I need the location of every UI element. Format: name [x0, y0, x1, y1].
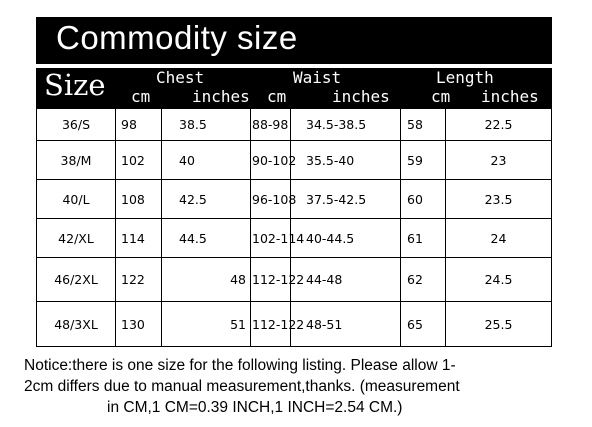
size-chart-table: Size Chest Waist Length cm inches cm inc… [36, 68, 552, 347]
cell-chest-inches: 44.5 [162, 219, 251, 257]
header-chest: Chest [156, 68, 205, 87]
cell-waist-inches: 37.5-42.5 [291, 180, 401, 218]
cell-length-inches: 22.5 [484, 117, 513, 132]
cell-waist-inches: 34.5-38.5 [291, 109, 401, 140]
cell-length-cm: 61 [401, 219, 446, 257]
cell-waist-inches: 48-51 [291, 302, 401, 346]
header-size: Size [44, 68, 106, 102]
table-row: 36/S 98 38.5 88-98 34.5-38.5 58 22.5 [37, 109, 551, 141]
page-title: Commodity size [56, 19, 298, 56]
cell-size: 40/L [37, 180, 116, 218]
cell-chest-cm: 102 [116, 141, 162, 179]
cell-length-cm: 62 [401, 258, 446, 301]
header-unit-waist-inches: inches [332, 87, 390, 106]
title-banner: Commodity size [36, 17, 552, 64]
cell-length-inches: 25.5 [484, 316, 513, 332]
header-unit-length-cm: cm [431, 87, 451, 106]
cell-waist-inches: 35.5-40 [291, 141, 401, 179]
cell-chest-cm: 98 [116, 109, 162, 140]
cell-length-cm: 58 [401, 109, 446, 140]
cell-waist-inches: 40-44.5 [291, 219, 401, 257]
cell-waist-cm: 96-108 [251, 180, 296, 218]
cell-chest-cm: 114 [116, 219, 162, 257]
cell-waist-cm: 112-122 [251, 302, 304, 346]
cell-length-inches: 24 [490, 230, 507, 246]
cell-chest-inches: 40 [162, 141, 251, 179]
header-unit-chest-inches: inches [192, 87, 250, 106]
header-unit-chest-cm: cm [131, 87, 151, 106]
header-unit-waist-cm: cm [267, 87, 287, 106]
cell-length-cm: 60 [401, 180, 446, 218]
table-body: 36/S 98 38.5 88-98 34.5-38.5 58 22.5 38/M 102 40 9… [36, 108, 552, 347]
cell-length-cm: 65 [401, 302, 446, 346]
table-row: 48/3XL 130 51 112-122 48-51 65 25.5 [37, 302, 551, 346]
cell-size: 42/XL [37, 219, 116, 257]
cell-chest-cm: 108 [116, 180, 162, 218]
cell-size: 48/3XL [37, 302, 116, 346]
cell-length-inches: 24.5 [484, 272, 513, 287]
cell-waist-inches: 44-48 [291, 258, 401, 301]
notice-line: Notice:there is one size for the followi… [24, 357, 456, 374]
cell-waist-cm: 102-114 [251, 219, 304, 257]
notice-line: in CM,1 CM=0.39 INCH,1 INCH=2.54 CM.) [107, 399, 403, 416]
cell-waist-cm: 90-102 [251, 141, 296, 179]
cell-chest-inches: 48 [162, 258, 251, 301]
cell-waist-cm: 112-122 [251, 258, 304, 301]
header-unit-length-inches: inches [481, 87, 539, 106]
table-row: 42/XL 114 44.5 102-114 40-44.5 61 24 [37, 219, 551, 258]
notice-line: 2cm differs due to manual measurement,th… [24, 378, 460, 395]
table-header: Size Chest Waist Length cm inches cm inc… [36, 68, 552, 108]
cell-chest-inches: 42.5 [162, 180, 251, 218]
cell-chest-cm: 130 [116, 302, 162, 346]
header-waist: Waist [293, 68, 342, 87]
table-row: 40/L 108 42.5 96-108 37.5-42.5 60 23.5 [37, 180, 551, 219]
cell-chest-cm: 122 [116, 258, 162, 301]
cell-chest-inches: 38.5 [162, 109, 251, 140]
table-row: 38/M 102 40 90-102 35.5-40 59 23 [37, 141, 551, 180]
cell-size: 46/2XL [37, 258, 116, 301]
cell-waist-cm: 88-98 [251, 109, 291, 140]
header-length: Length [436, 68, 494, 87]
cell-length-cm: 59 [401, 141, 446, 179]
cell-chest-inches: 51 [162, 302, 251, 346]
cell-length-inches: 23 [490, 152, 507, 168]
table-row: 46/2XL 122 48 112-122 44-48 62 24.5 [37, 258, 551, 302]
cell-size: 38/M [37, 141, 116, 179]
cell-length-inches: 23.5 [484, 191, 513, 207]
cell-size: 36/S [37, 109, 116, 140]
